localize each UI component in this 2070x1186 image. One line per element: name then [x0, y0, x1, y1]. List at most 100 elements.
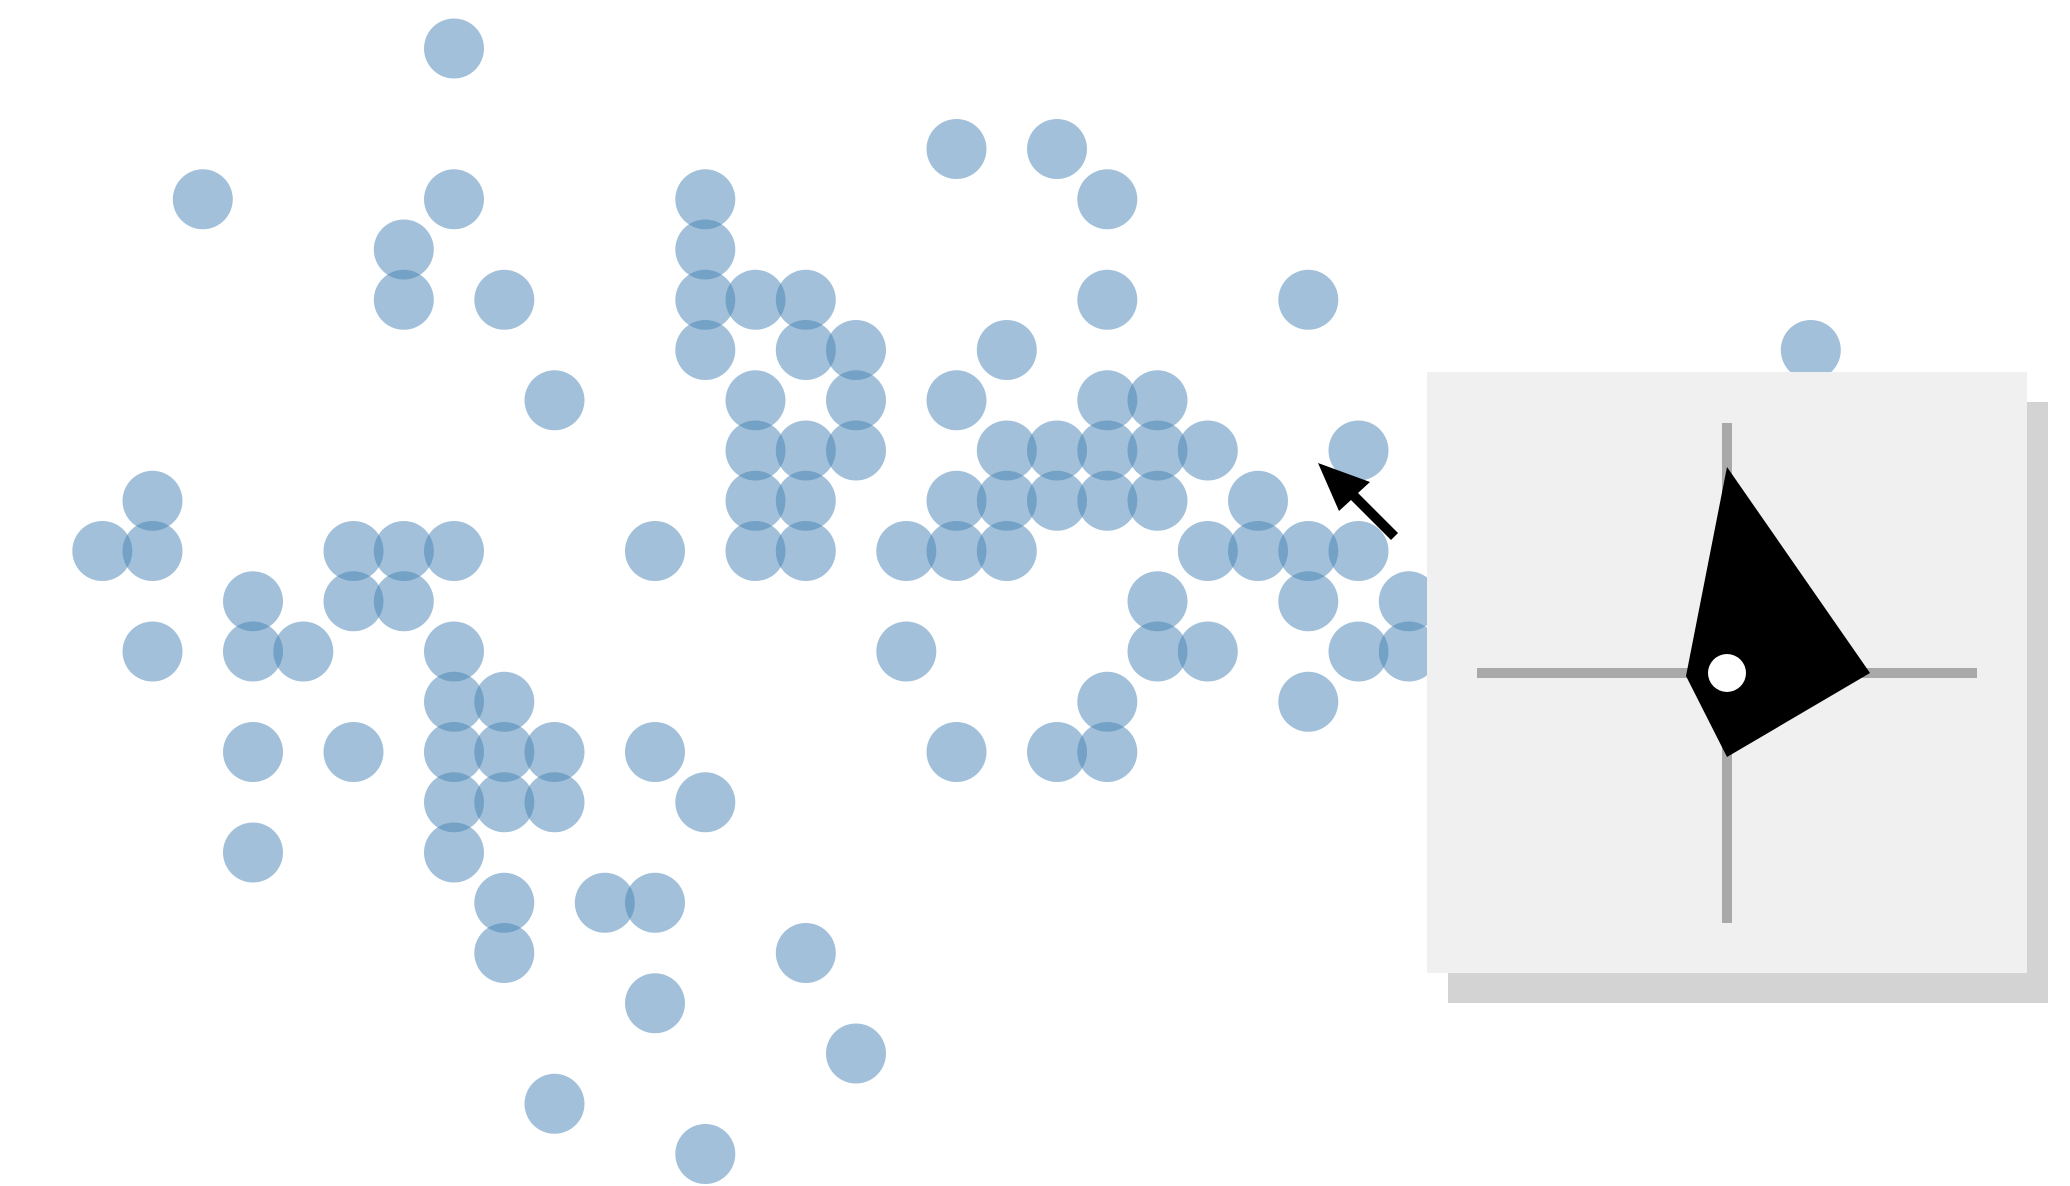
data-point[interactable] — [725, 370, 786, 431]
data-point[interactable] — [273, 621, 334, 682]
data-point[interactable] — [775, 470, 836, 531]
data-point[interactable] — [424, 671, 484, 732]
data-point[interactable] — [1328, 521, 1389, 581]
data-point[interactable] — [1177, 621, 1238, 682]
data-point[interactable] — [574, 872, 635, 933]
data-point[interactable] — [1127, 420, 1188, 481]
data-point[interactable] — [474, 269, 535, 330]
data-point[interactable] — [775, 420, 836, 481]
data-point[interactable] — [223, 722, 283, 782]
data-point[interactable] — [725, 521, 786, 581]
data-point[interactable] — [1278, 571, 1339, 632]
data-point[interactable] — [1328, 420, 1389, 481]
data-point[interactable] — [675, 269, 736, 330]
data-point[interactable] — [1177, 420, 1238, 481]
data-point[interactable] — [826, 370, 886, 431]
data-point[interactable] — [424, 772, 484, 833]
data-point[interactable] — [725, 269, 786, 330]
data-point[interactable] — [524, 1073, 585, 1134]
data-point[interactable] — [223, 571, 283, 632]
data-point[interactable] — [775, 923, 836, 983]
data-point[interactable] — [976, 521, 1037, 581]
data-point[interactable] — [826, 320, 886, 380]
data-point[interactable] — [675, 169, 736, 230]
data-point[interactable] — [323, 521, 384, 581]
data-point[interactable] — [1278, 671, 1339, 732]
data-point[interactable] — [223, 822, 283, 883]
data-point[interactable] — [725, 420, 786, 481]
data-point[interactable] — [826, 420, 886, 481]
data-point[interactable] — [524, 722, 585, 782]
data-point[interactable] — [373, 571, 434, 632]
data-point[interactable] — [926, 722, 987, 782]
data-point[interactable] — [1077, 370, 1138, 431]
data-point[interactable] — [1177, 521, 1238, 581]
data-point[interactable] — [424, 18, 484, 79]
data-point[interactable] — [1378, 621, 1439, 682]
data-point[interactable] — [1077, 671, 1138, 732]
data-point[interactable] — [122, 521, 183, 581]
data-point[interactable] — [323, 722, 384, 782]
data-point[interactable] — [1228, 470, 1288, 531]
data-point[interactable] — [926, 521, 987, 581]
data-point[interactable] — [474, 872, 535, 933]
data-point[interactable] — [1077, 269, 1138, 330]
data-point[interactable] — [1127, 370, 1188, 431]
data-point[interactable] — [474, 772, 535, 833]
data-point[interactable] — [876, 521, 937, 581]
data-point[interactable] — [373, 521, 434, 581]
data-point[interactable] — [1027, 722, 1087, 782]
data-point[interactable] — [424, 822, 484, 883]
data-point[interactable] — [172, 169, 233, 230]
data-point[interactable] — [675, 219, 736, 280]
data-point[interactable] — [373, 219, 434, 280]
data-point[interactable] — [675, 1124, 736, 1184]
data-point[interactable] — [72, 521, 133, 581]
data-point[interactable] — [122, 470, 183, 531]
data-point[interactable] — [725, 470, 786, 531]
data-point[interactable] — [1027, 420, 1087, 481]
data-point[interactable] — [675, 772, 736, 833]
data-point[interactable] — [373, 269, 434, 330]
data-point[interactable] — [1780, 320, 1841, 380]
data-point[interactable] — [424, 722, 484, 782]
data-point[interactable] — [926, 370, 987, 431]
data-point[interactable] — [1027, 119, 1087, 179]
data-point[interactable] — [775, 320, 836, 380]
data-point[interactable] — [1077, 169, 1138, 230]
data-point[interactable] — [1027, 470, 1087, 531]
data-point[interactable] — [926, 470, 987, 531]
data-point[interactable] — [976, 320, 1037, 380]
data-point[interactable] — [625, 722, 685, 782]
data-point[interactable] — [625, 872, 685, 933]
data-point[interactable] — [474, 671, 535, 732]
data-point[interactable] — [1077, 470, 1138, 531]
data-point[interactable] — [424, 621, 484, 682]
data-point[interactable] — [524, 772, 585, 833]
data-point[interactable] — [1127, 621, 1188, 682]
data-point[interactable] — [1278, 269, 1339, 330]
data-point[interactable] — [1077, 420, 1138, 481]
data-point[interactable] — [474, 722, 535, 782]
data-point[interactable] — [976, 470, 1037, 531]
data-point[interactable] — [424, 169, 484, 230]
data-point[interactable] — [1228, 521, 1288, 581]
data-point[interactable] — [625, 521, 685, 581]
data-point[interactable] — [474, 923, 535, 983]
data-point[interactable] — [675, 320, 736, 380]
data-point[interactable] — [775, 521, 836, 581]
data-point[interactable] — [625, 973, 685, 1034]
data-point[interactable] — [1328, 621, 1389, 682]
data-point[interactable] — [926, 119, 987, 179]
data-point[interactable] — [1278, 521, 1339, 581]
data-point[interactable] — [1077, 722, 1138, 782]
data-point[interactable] — [122, 621, 183, 682]
data-point[interactable] — [876, 621, 937, 682]
data-point[interactable] — [976, 420, 1037, 481]
data-point[interactable] — [1127, 571, 1188, 632]
data-point[interactable] — [775, 269, 836, 330]
data-point[interactable] — [323, 571, 384, 632]
data-point[interactable] — [524, 370, 585, 431]
data-point[interactable] — [223, 621, 283, 682]
